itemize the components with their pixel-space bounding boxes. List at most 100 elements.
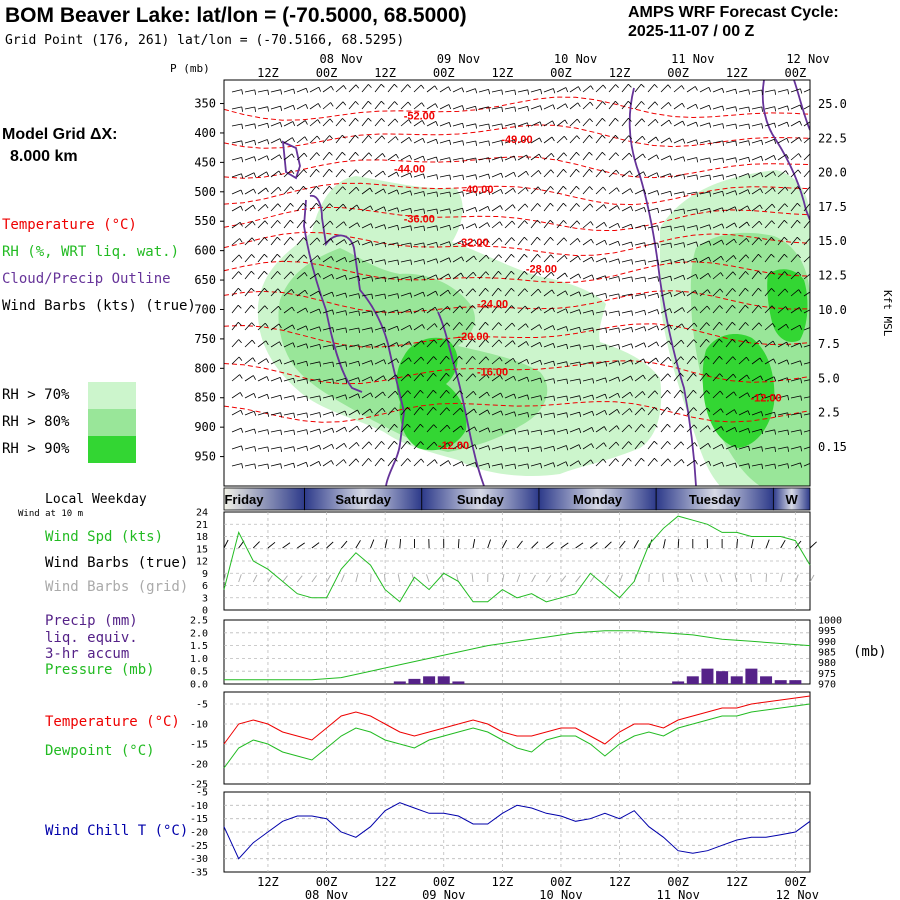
wind-barb (699, 224, 712, 230)
wind-barb (231, 304, 242, 314)
wind-barb (634, 135, 646, 144)
wind-barb (504, 340, 516, 348)
precip-bar (408, 678, 421, 684)
wind-barb (660, 406, 671, 416)
wind-barb (348, 360, 361, 367)
wind-barb (712, 305, 723, 314)
wind-barb (322, 238, 334, 246)
wind-barb (439, 224, 452, 231)
wind-barb (257, 288, 268, 297)
windchill-panel-tick-label: -35 (190, 868, 208, 879)
wind-barb (725, 373, 737, 382)
wind-barb (361, 293, 373, 299)
wind-barb (725, 427, 738, 433)
xsection-frame (223, 79, 811, 487)
wind-barb (452, 461, 465, 467)
wind-barb (517, 463, 529, 469)
wind-barb (608, 205, 620, 212)
wind-barb (634, 259, 646, 265)
wind-barb (296, 136, 308, 144)
wind-speed-line (223, 515, 811, 603)
wind-barb (621, 241, 634, 247)
windspeed-panel-tick-label: 21 (196, 520, 208, 531)
bottom-date-label: 09 Nov (422, 888, 465, 900)
wind-barb (374, 310, 387, 316)
wind-barb (374, 375, 386, 382)
wind-barb (400, 154, 413, 161)
wind-barb (751, 287, 762, 297)
wind-barb (699, 272, 711, 280)
wind-barb (595, 275, 608, 281)
wind-barb (413, 307, 426, 314)
wind-barb (361, 223, 374, 229)
wind-barb (582, 327, 594, 333)
wind-barb (270, 89, 283, 95)
wind-barb (244, 339, 256, 348)
wind-barb (348, 240, 361, 246)
forecast-cycle-value: 2025-11-07 / 00 Z (628, 23, 755, 40)
wind-barb (504, 106, 516, 112)
wind-barb (504, 411, 517, 417)
wind-barb (517, 305, 529, 314)
wind-barb (738, 123, 750, 129)
wind-barb (790, 289, 802, 297)
wind-barb (608, 376, 621, 382)
wind-barb (556, 87, 569, 93)
wind-barb (582, 459, 594, 467)
wind-barb (790, 254, 801, 263)
wind-barb (348, 101, 359, 110)
wind-barb (296, 272, 308, 280)
wind-barb (439, 122, 452, 128)
pressure-tick-label: 600 (194, 244, 216, 258)
pressure-tick-label: 400 (194, 126, 216, 140)
wind-barb-grid (252, 574, 258, 583)
wind-barb (296, 152, 308, 161)
wind-barb (296, 186, 307, 195)
wind-barb (361, 135, 372, 144)
wind-barb (777, 137, 790, 144)
wind-barb (556, 103, 568, 110)
wind-barb (634, 224, 647, 230)
wind-barb (231, 254, 243, 263)
wind-barb-grid (560, 575, 567, 583)
wind-barb (543, 237, 554, 246)
wind-barb (348, 377, 361, 383)
wind-barb (335, 134, 346, 144)
wind-barb (478, 173, 491, 179)
wind-barb (361, 258, 374, 265)
wind-barb-grid (734, 574, 738, 583)
wind-barb (556, 119, 568, 127)
label-liq-equiv: liq. equiv. (45, 630, 138, 646)
pressure-tick-label: 850 (194, 391, 216, 405)
precip-panel-tick-label: 0.5 (190, 667, 208, 678)
wind-barb (270, 105, 283, 111)
wind-barb (413, 324, 425, 331)
wind-barb (387, 457, 398, 467)
wind-barb (530, 254, 541, 263)
wind-barb (777, 412, 789, 418)
wind-barb (608, 327, 620, 333)
top-tick-label: 12Z (726, 66, 748, 80)
bottom-tick-label: 12Z (726, 875, 748, 889)
wind-barb (400, 390, 411, 399)
wind-barb (491, 156, 504, 162)
wind-barb (738, 189, 751, 195)
wind-barb (491, 463, 503, 469)
wind-barb (244, 172, 257, 178)
wind-barb-grid (809, 574, 815, 583)
wind-barb (569, 118, 581, 127)
wind-barb (803, 446, 810, 450)
wind-barb (296, 325, 309, 331)
wind-barb (439, 86, 451, 93)
wind-barb (686, 372, 697, 382)
wind-barb (803, 413, 810, 416)
wind-barb (738, 304, 749, 314)
precip-panel-frame (223, 619, 811, 685)
wind-barb (634, 189, 647, 195)
wind-barb (465, 408, 477, 416)
wind-barb (504, 270, 515, 280)
wind-barb (777, 253, 788, 263)
wind-barb (387, 293, 400, 299)
wind-barb (361, 205, 373, 212)
wind-barb (400, 208, 413, 214)
